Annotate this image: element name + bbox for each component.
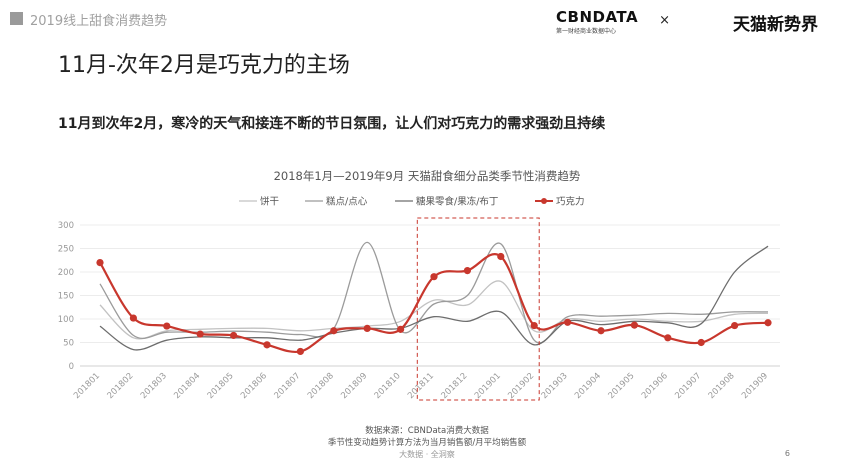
data-point (163, 322, 171, 330)
page-headline: 11月-次年2月是巧克力的主场 (58, 53, 350, 78)
data-point (463, 266, 471, 275)
data-point (731, 321, 739, 330)
x-tick-label: 201901 (473, 371, 503, 401)
x-tick-label: 201909 (740, 371, 770, 401)
x-tick-label: 201905 (607, 371, 637, 401)
chart-grid (80, 224, 780, 367)
x-tick-label: 201805 (206, 371, 236, 401)
highlight-box (416, 217, 540, 401)
legend-label: 饼干 (260, 196, 279, 208)
data-point (597, 327, 605, 335)
data-point (330, 327, 338, 335)
tmall-logo: 天猫新势界 (733, 15, 818, 35)
data-point (764, 319, 772, 327)
x-tick-label: 201904 (573, 371, 603, 401)
watermark-text: 大数据 · 全洞察 (399, 450, 455, 459)
x-axis: 201801 201802 201803 201804 201805 201806 2018… (72, 371, 770, 401)
series-line-0 (99, 280, 769, 340)
section-square-icon (10, 12, 23, 25)
data-point (530, 321, 538, 330)
top-bar: 2019线上甜食消费趋势 CBNDATA 第一财经商业数据中心 × 天猫新势界 (0, 0, 854, 40)
data-point (564, 318, 572, 326)
data-point (230, 331, 238, 340)
y-tick-label: 0 (69, 362, 74, 372)
data-point (296, 347, 304, 356)
legend-label: 巧克力 (556, 196, 585, 208)
chart-title: 2018年1月—2019年9月 天猫甜食细分品类季节性消费趋势 (274, 169, 581, 183)
data-source: 数据来源：CBNData消费大数据 (365, 426, 489, 436)
y-axis: 0 50 100 150 200 250 300 (58, 221, 74, 372)
brand-separator: × (659, 13, 670, 28)
y-tick-label: 50 (63, 339, 74, 349)
page-subheadline: 11月到次年2月，寒冷的天气和接连不断的节日氛围，让人们对巧克力的需求强劲且持续 (58, 116, 606, 132)
x-tick-label: 201801 (72, 371, 102, 401)
x-tick-label: 201806 (239, 371, 269, 401)
brand-logos: CBNDATA 第一财经商业数据中心 × 天猫新势界 (518, 8, 818, 36)
y-tick-label: 250 (58, 245, 74, 255)
chart-series (96, 241, 772, 356)
x-tick-label: 201803 (139, 371, 169, 401)
x-tick-label: 201902 (506, 371, 536, 401)
x-tick-label: 201807 (273, 371, 303, 401)
data-point (664, 334, 672, 342)
x-tick-label: 201906 (640, 371, 670, 401)
data-point (430, 273, 438, 281)
legend-label: 糕点/点心 (326, 196, 368, 208)
y-tick-label: 200 (58, 268, 74, 278)
x-tick-label: 201812 (440, 371, 470, 401)
x-tick-label: 201811 (406, 371, 436, 401)
data-point (96, 259, 104, 267)
data-point (630, 321, 639, 329)
cbndata-logo: CBNDATA 第一财经商业数据中心 (556, 8, 648, 36)
legend-marker (541, 198, 547, 204)
x-tick-label: 201808 (306, 371, 336, 401)
series-line-2 (99, 245, 769, 351)
seasonal-trend-chart: 2018年1月—2019年9月 天猫甜食细分品类季节性消费趋势 饼干 糕点/点心 糖… (58, 169, 780, 401)
series-line-1 (99, 241, 769, 344)
legend-label: 糖果零食/果冻/布丁 (416, 196, 498, 208)
data-point (697, 338, 705, 347)
chart-legend: 饼干 糕点/点心 糖果零食/果冻/布丁 巧克力 (239, 196, 585, 208)
x-tick-label: 201810 (373, 371, 403, 401)
data-point (196, 330, 204, 338)
y-tick-label: 100 (58, 315, 74, 325)
method-note: 季节性变动趋势计算方法为当月销售额/月平均销售额 (327, 438, 527, 448)
x-tick-label: 201903 (540, 371, 570, 401)
cbndata-subtitle: 第一财经商业数据中心 (556, 28, 617, 35)
data-point (129, 314, 137, 322)
data-point (263, 341, 271, 349)
data-point (363, 324, 371, 332)
section-label: 2019线上甜食消费趋势 (30, 14, 168, 29)
cbndata-wordmark: CBNDATA (556, 8, 639, 26)
x-tick-label: 201908 (707, 371, 737, 401)
x-tick-label: 201802 (106, 371, 136, 401)
x-tick-label: 201907 (673, 371, 703, 401)
y-tick-label: 150 (58, 292, 74, 302)
x-tick-label: 201809 (339, 371, 369, 401)
page-number: 6 (784, 449, 790, 458)
data-point (497, 252, 505, 261)
y-tick-label: 300 (58, 221, 74, 231)
x-tick-label: 201804 (172, 371, 202, 401)
data-point (397, 325, 405, 333)
